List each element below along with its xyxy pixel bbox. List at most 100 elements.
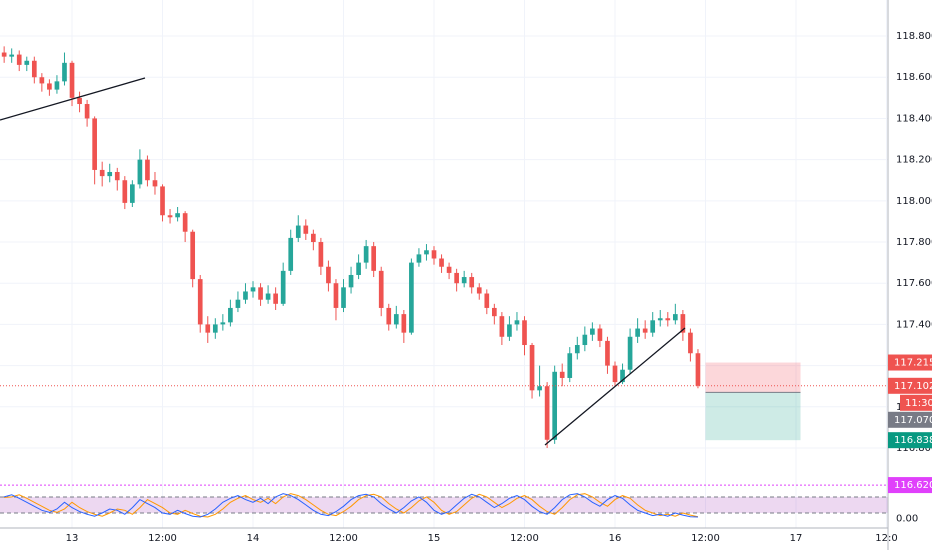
- candle-body: [9, 54, 15, 57]
- y-tick-label: 116.800: [896, 443, 932, 454]
- candle-body: [356, 262, 361, 275]
- candle-body: [295, 225, 301, 238]
- candle-body: [627, 336, 633, 370]
- osc-line: [4, 493, 699, 518]
- candle-body: [680, 314, 686, 333]
- candle-body: [258, 287, 263, 300]
- candle-body: [544, 386, 550, 440]
- candle-body: [182, 213, 188, 232]
- y-tick-label: 118.400: [896, 113, 932, 124]
- candle-body: [529, 345, 535, 391]
- countdown-label: 11:30: [905, 398, 932, 409]
- y-tick-label: 118.000: [896, 196, 932, 207]
- y-tick-label: 118.600: [896, 72, 932, 83]
- candle-body: [590, 328, 595, 335]
- price-tag-label: 116.620: [894, 480, 932, 491]
- x-tick-label: 16: [609, 533, 622, 544]
- candle-body: [107, 171, 113, 177]
- price-tag: [888, 411, 932, 428]
- candle-body: [288, 237, 294, 271]
- candle-body: [228, 307, 233, 323]
- candle-body: [522, 320, 527, 346]
- candle-body: [574, 345, 580, 354]
- candle-body: [122, 180, 128, 203]
- candle-body: [341, 287, 346, 308]
- y-tick-label: 118.200: [896, 155, 932, 166]
- candle-body: [424, 250, 429, 255]
- candle-body: [24, 60, 30, 65]
- price-tag: [888, 377, 932, 394]
- candle-body: [454, 272, 459, 284]
- y-tick-label: 117.600: [896, 278, 932, 289]
- candle-body: [567, 353, 573, 378]
- candle-body: [461, 277, 467, 284]
- candle-body: [197, 279, 203, 325]
- candle-body: [492, 307, 497, 317]
- candle-body: [393, 314, 399, 325]
- price-tag: [888, 432, 932, 449]
- candle-body: [635, 328, 640, 337]
- osc-tick-label: 0.00: [896, 513, 918, 524]
- candle-body: [552, 371, 558, 440]
- candle-body: [333, 283, 339, 308]
- price-tag-label: 117.102: [894, 381, 932, 392]
- candle-body: [77, 97, 82, 105]
- candle-body: [476, 287, 482, 294]
- candle-body: [280, 270, 286, 304]
- candle-body: [137, 159, 143, 185]
- candle-body: [499, 316, 505, 337]
- x-tick-label: 17: [790, 533, 803, 544]
- candle-body: [582, 334, 588, 346]
- candle-body: [469, 277, 475, 288]
- x-tick-label: 14: [247, 533, 260, 544]
- candle-body: [130, 184, 135, 203]
- countdown-tag: [900, 394, 932, 411]
- y-tick-label: 118.800: [896, 31, 932, 42]
- candle-body: [363, 246, 369, 263]
- candle-body: [69, 62, 75, 98]
- candle-body: [695, 353, 701, 386]
- y-tick-label: 117.400: [896, 319, 932, 330]
- candle-body: [47, 83, 52, 90]
- candle-body: [250, 287, 256, 292]
- candle-body: [152, 180, 158, 187]
- candle-body: [54, 81, 60, 90]
- price-tag-label: 117.215: [894, 358, 932, 369]
- osc-line: [3, 493, 699, 518]
- candle-body: [371, 246, 377, 271]
- candle-body: [657, 318, 663, 321]
- candle-body: [620, 369, 625, 383]
- candle-body: [605, 340, 610, 366]
- candle-body: [416, 254, 422, 263]
- candle-body: [39, 77, 45, 84]
- price-tag-label: 117.070: [894, 415, 932, 426]
- candle-body: [273, 293, 278, 304]
- target-zone: [705, 392, 801, 441]
- trend-line: [0, 77, 146, 121]
- candle-body: [431, 250, 437, 259]
- candle-body: [84, 104, 90, 119]
- candle-body: [303, 225, 309, 234]
- osc-band: [0, 496, 888, 513]
- x-tick-label: 12:00: [148, 533, 177, 544]
- candle-body: [190, 231, 196, 280]
- candle-body: [243, 291, 248, 300]
- x-tick-label: 12:00: [329, 533, 358, 544]
- price-axis: [888, 0, 932, 550]
- candle-body: [92, 118, 97, 170]
- candle-body: [1, 52, 7, 57]
- candle-body: [514, 320, 520, 325]
- candle-body: [409, 262, 414, 333]
- candle-body: [16, 54, 22, 65]
- candle-body: [401, 314, 407, 333]
- candle-body: [235, 299, 241, 308]
- candle-body: [318, 242, 324, 267]
- candle-body: [114, 171, 120, 181]
- candle-body: [672, 314, 678, 321]
- x-tick-label: 12:00: [691, 533, 720, 544]
- candle-body: [378, 270, 384, 308]
- candle-body: [537, 386, 542, 391]
- candle-body: [597, 328, 603, 341]
- x-tick-label: 12:0: [875, 533, 897, 544]
